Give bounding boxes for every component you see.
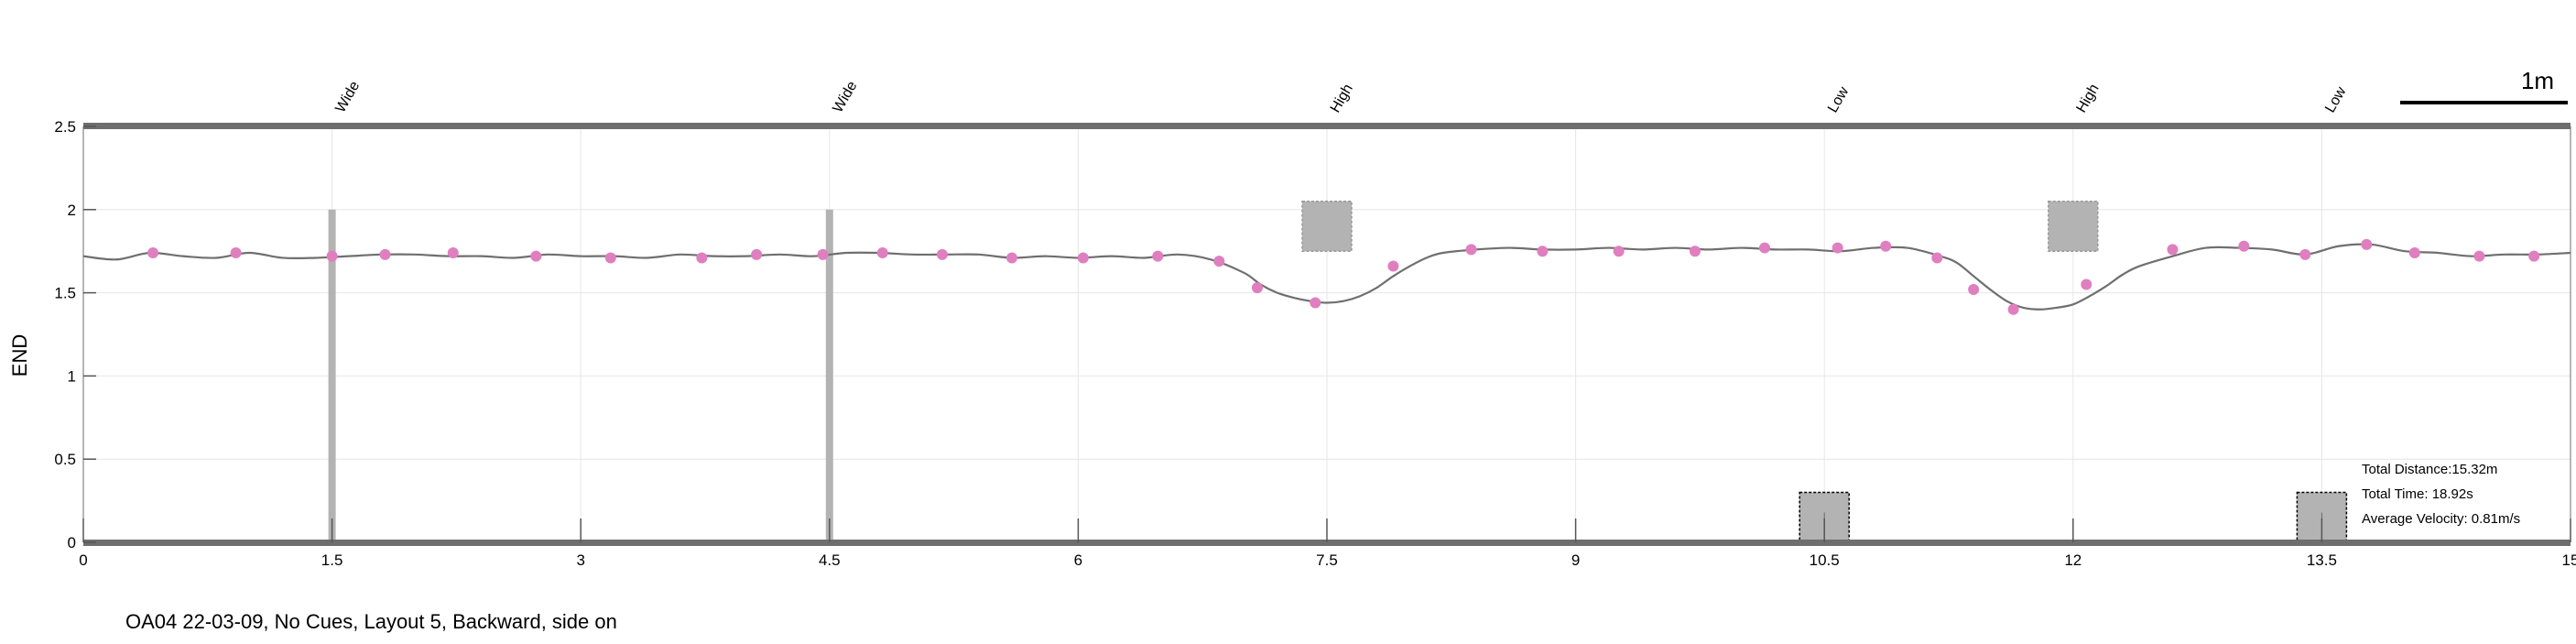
trajectory-marker	[2081, 278, 2092, 290]
trajectory-marker	[876, 247, 888, 259]
trajectory-marker	[2473, 250, 2485, 262]
trajectory-marker	[447, 247, 459, 259]
trajectory-marker	[1968, 283, 1980, 295]
stats-box: Total Distance:15.32m Total Time: 18.92s…	[2362, 462, 2520, 527]
x-tick-label: 9	[1571, 551, 1580, 569]
trajectory-line	[82, 243, 2571, 311]
x-tick-label: 12	[2064, 551, 2081, 569]
y-tick-label: 1.5	[54, 285, 76, 302]
trajectory-marker	[1387, 260, 1399, 272]
obstacle-label: High	[2074, 82, 2103, 115]
total-distance: Total Distance:15.32m	[2362, 462, 2497, 477]
obstacle-label: Wide	[332, 79, 363, 115]
scale-bar: 1m	[2399, 67, 2568, 104]
trajectory-marker	[2528, 250, 2540, 262]
grid	[82, 126, 2571, 543]
trajectory-marker	[751, 248, 763, 260]
x-axis: 0 1.5 3 4.5 6 7.5 9 10.5 12 13.5 15	[79, 518, 2576, 569]
trajectory-marker	[1465, 244, 1477, 256]
trajectory	[82, 243, 2571, 311]
caption: OA04 22-03-09, No Cues, Layout 5, Backwa…	[125, 610, 617, 633]
total-time: Total Time: 18.92s	[2362, 486, 2473, 502]
trajectory-marker	[1613, 246, 1625, 257]
trajectory-marker	[2299, 248, 2311, 260]
trajectory-marker	[2238, 240, 2250, 252]
trajectory-marker	[696, 252, 708, 264]
y-tick-label: 0.5	[54, 451, 76, 468]
trajectory-marker	[1077, 252, 1089, 264]
trajectory-marker	[147, 247, 159, 259]
obstacle-label: Wide	[831, 79, 861, 115]
trajectory-marker	[230, 247, 242, 259]
trajectory-marker	[379, 248, 391, 260]
trajectory-marker	[1152, 250, 1164, 262]
y-axis: 0 0.5 1 1.5 2 2.5	[54, 118, 96, 551]
y-tick-label: 2	[68, 202, 76, 219]
trajectory-marker	[604, 252, 616, 264]
x-tick-label: 1.5	[321, 551, 343, 569]
trajectory-marker	[2361, 238, 2373, 250]
x-tick-label: 0	[79, 551, 87, 569]
x-tick-label: 15	[2562, 551, 2576, 569]
trajectory-marker	[2408, 247, 2420, 259]
obstacle-labels: Wide Wide High Low High Low	[332, 79, 2349, 115]
average-velocity: Average Velocity: 0.81m/s	[2362, 511, 2520, 527]
trajectory-marker	[817, 248, 829, 260]
x-tick-label: 6	[1074, 551, 1082, 569]
obstacles	[328, 200, 2348, 543]
y-tick-label: 2.5	[54, 118, 76, 136]
trajectory-marker	[1213, 256, 1225, 267]
trajectory-marker	[2167, 244, 2179, 256]
obstacle-label: Low	[2322, 84, 2350, 115]
y-tick-label: 0	[68, 534, 76, 551]
trajectory-marker	[1759, 242, 1771, 254]
obstacle-high-bar	[2048, 200, 2099, 252]
trajectory-marker	[1005, 252, 1017, 264]
trajectory-marker	[1931, 252, 1943, 264]
top-rail	[83, 123, 2571, 129]
obstacle-pole	[328, 209, 336, 543]
trajectory-marker	[1251, 282, 1263, 294]
trajectory-marker	[1310, 297, 1321, 309]
bottom-rail	[83, 540, 2571, 546]
trajectory-marker	[530, 250, 542, 262]
trajectory-markers	[147, 238, 2540, 315]
plot-frame	[82, 123, 2571, 546]
trajectory-marker	[1831, 242, 1843, 254]
obstacle-label: Low	[1825, 84, 1853, 115]
trajectory-marker	[1537, 246, 1549, 257]
x-tick-label: 13.5	[2307, 551, 2337, 569]
trajectory-marker	[1689, 246, 1701, 257]
y-tick-label: 1	[68, 367, 76, 385]
trajectory-marker	[326, 250, 338, 262]
obstacle-high-bar	[1301, 200, 1353, 252]
obstacle-pole	[825, 209, 833, 543]
trajectory-marker	[936, 248, 948, 260]
y-axis-title: END	[8, 334, 31, 377]
scale-bar-label: 1m	[2521, 67, 2554, 94]
trajectory-marker	[1880, 240, 1892, 252]
trajectory-marker	[2007, 303, 2019, 315]
x-tick-label: 10.5	[1810, 551, 1840, 569]
obstacle-label: High	[1328, 82, 1356, 115]
x-tick-label: 4.5	[819, 551, 841, 569]
x-tick-label: 7.5	[1316, 551, 1338, 569]
x-tick-label: 3	[576, 551, 584, 569]
